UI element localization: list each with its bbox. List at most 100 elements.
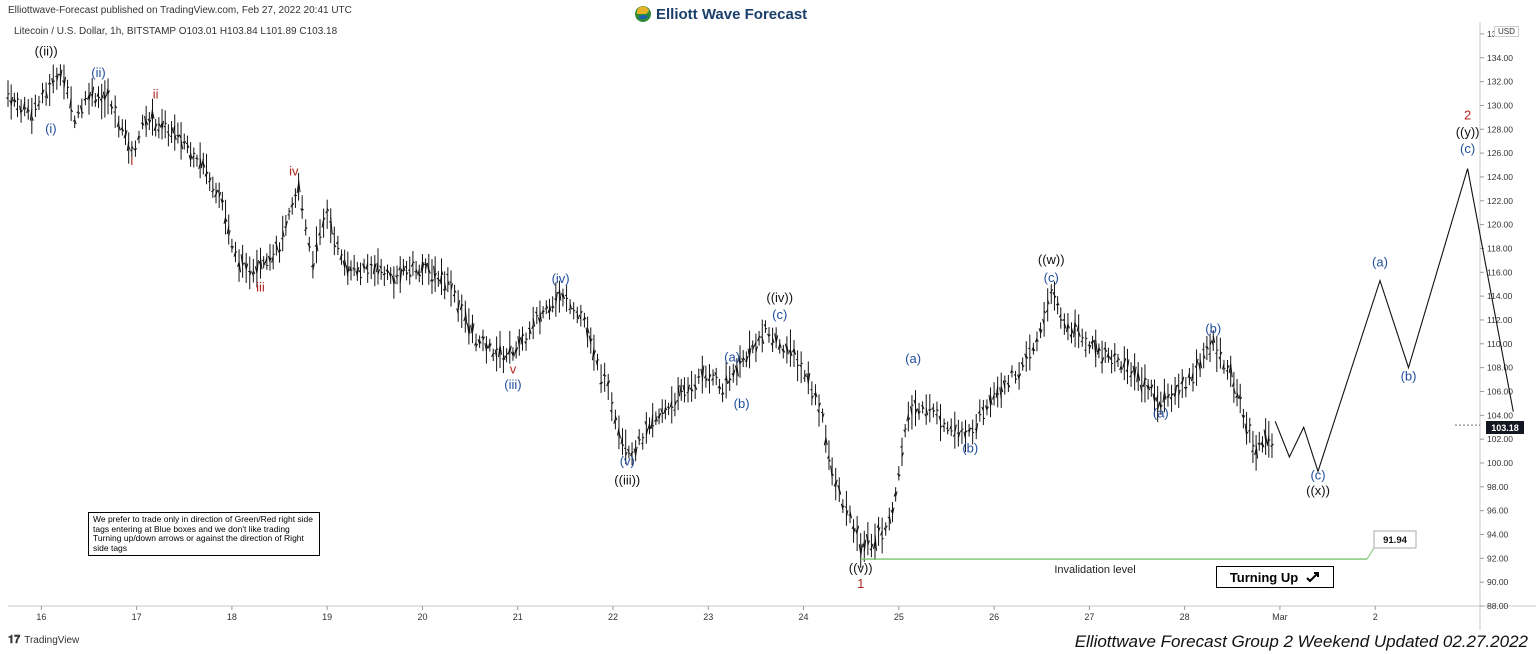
y-tick-label: 104.00: [1487, 410, 1513, 420]
ohlc-close-tick: [1199, 359, 1203, 369]
ohlc-close-tick: [1130, 370, 1134, 375]
ohlc-open-tick: [609, 409, 613, 413]
ohlc-close-tick: [607, 380, 611, 385]
ohlc-close-tick: [275, 243, 279, 251]
ohlc-open-tick: [883, 527, 887, 532]
ohlc-open-tick: [1049, 291, 1052, 294]
ohlc-open-tick: [280, 237, 283, 240]
tradingview-footer: 𝟏𝟕 TradingView: [8, 634, 79, 647]
ohlc-open-tick: [599, 382, 602, 385]
ohlc-close-tick: [936, 408, 939, 412]
ohlc-open-tick: [851, 525, 855, 530]
ohlc-close-tick: [468, 324, 471, 336]
ohlc-open-tick: [827, 455, 830, 459]
ohlc-open-tick: [211, 190, 214, 193]
wave-label: (c): [772, 307, 787, 322]
ohlc-open-tick: [952, 433, 956, 437]
ohlc-open-tick: [420, 261, 423, 274]
y-tick-label: 130.00: [1487, 100, 1513, 110]
ohlc-open-tick: [1002, 380, 1006, 389]
ohlc-open-tick: [1225, 369, 1228, 372]
turning-up-label: Turning Up: [1229, 569, 1299, 585]
ohlc-close-tick: [1092, 340, 1095, 343]
ohlc-close-tick: [1167, 393, 1170, 399]
ohlc-close-tick: [161, 120, 165, 130]
wave-label: iv: [289, 164, 299, 179]
ohlc-close-tick: [94, 99, 98, 104]
ohlc-open-tick: [37, 103, 40, 107]
ohlc-close-tick: [56, 73, 59, 82]
ohlc-open-tick: [33, 102, 36, 105]
ohlc-open-tick: [988, 394, 992, 406]
ohlc-close-tick: [638, 439, 642, 442]
ohlc-close-tick: [485, 343, 489, 349]
ohlc-open-tick: [711, 377, 714, 381]
ohlc-close-tick: [138, 136, 141, 138]
ohlc-close-tick: [221, 199, 225, 203]
ohlc-open-tick: [379, 265, 382, 269]
ohlc-open-tick: [133, 148, 136, 151]
ohlc-open-tick: [244, 262, 247, 270]
ohlc-close-tick: [600, 381, 603, 385]
ohlc-close-tick: [148, 119, 152, 124]
ohlc-close-tick: [842, 505, 845, 508]
ohlc-close-tick: [968, 427, 972, 433]
current-price-tag: 103.18: [1486, 421, 1524, 434]
ohlc-close-tick: [1137, 372, 1141, 381]
ohlc-open-tick: [172, 125, 176, 134]
ohlc-open-tick: [226, 226, 230, 235]
ohlc-close-tick: [428, 268, 431, 274]
ohlc-open-tick: [1211, 339, 1214, 346]
ohlc-open-tick: [58, 73, 61, 76]
ohlc-open-tick: [1162, 391, 1165, 403]
ohlc-close-tick: [158, 123, 161, 127]
invalidation-callout-line: [1366, 547, 1416, 560]
ohlc-open-tick: [414, 270, 417, 273]
ohlc-close-tick: [380, 271, 384, 274]
ohlc-open-tick: [571, 308, 574, 310]
ohlc-open-tick: [984, 405, 988, 411]
ohlc-open-tick: [76, 111, 79, 114]
ohlc-close-tick: [42, 89, 45, 94]
wave-label: (ii): [91, 65, 105, 80]
ohlc-close-tick: [745, 355, 749, 363]
ohlc-close-tick: [954, 424, 957, 434]
ohlc-close-tick: [1078, 330, 1081, 337]
ohlc-close-tick: [1178, 389, 1181, 396]
ohlc-open-tick: [1087, 344, 1090, 347]
ohlc-close-tick: [506, 352, 509, 355]
ohlc-open-tick: [956, 432, 959, 434]
invalidation-value-box: [1373, 530, 1417, 549]
ohlc-open-tick: [534, 311, 538, 314]
ohlc-close-tick: [31, 116, 34, 121]
y-tick-label: 88.00: [1487, 601, 1509, 611]
ohlc-close-tick: [1157, 403, 1160, 411]
ohlc-close-tick: [479, 340, 482, 344]
ohlc-open-tick: [931, 406, 934, 410]
ohlc-open-tick: [1152, 393, 1155, 402]
ohlc-close-tick: [736, 364, 739, 377]
ohlc-close-tick: [1081, 336, 1084, 339]
ohlc-open-tick: [938, 415, 941, 422]
ohlc-close-tick: [775, 335, 779, 343]
ohlc-open-tick: [582, 317, 585, 321]
ohlc-open-tick: [550, 306, 553, 308]
ohlc-close-tick: [1141, 384, 1144, 387]
ohlc-open-tick: [1122, 362, 1125, 368]
ohlc-open-tick: [1109, 355, 1113, 361]
wave-label: (a): [1372, 254, 1388, 269]
ohlc-open-tick: [130, 149, 133, 152]
ohlc-open-tick: [69, 97, 72, 109]
ohlc-close-tick: [81, 111, 84, 114]
ohlc-close-tick: [409, 273, 412, 278]
ohlc-open-tick: [616, 427, 620, 436]
ohlc-close-tick: [525, 337, 528, 341]
ohlc-close-tick: [183, 141, 187, 144]
ohlc-close-tick: [259, 257, 263, 270]
ohlc-open-tick: [741, 358, 744, 363]
ohlc-close-tick: [421, 262, 425, 271]
ohlc-close-tick: [694, 385, 698, 390]
ohlc-close-tick: [822, 413, 825, 418]
ohlc-close-tick: [664, 407, 668, 411]
ohlc-close-tick: [447, 280, 450, 286]
